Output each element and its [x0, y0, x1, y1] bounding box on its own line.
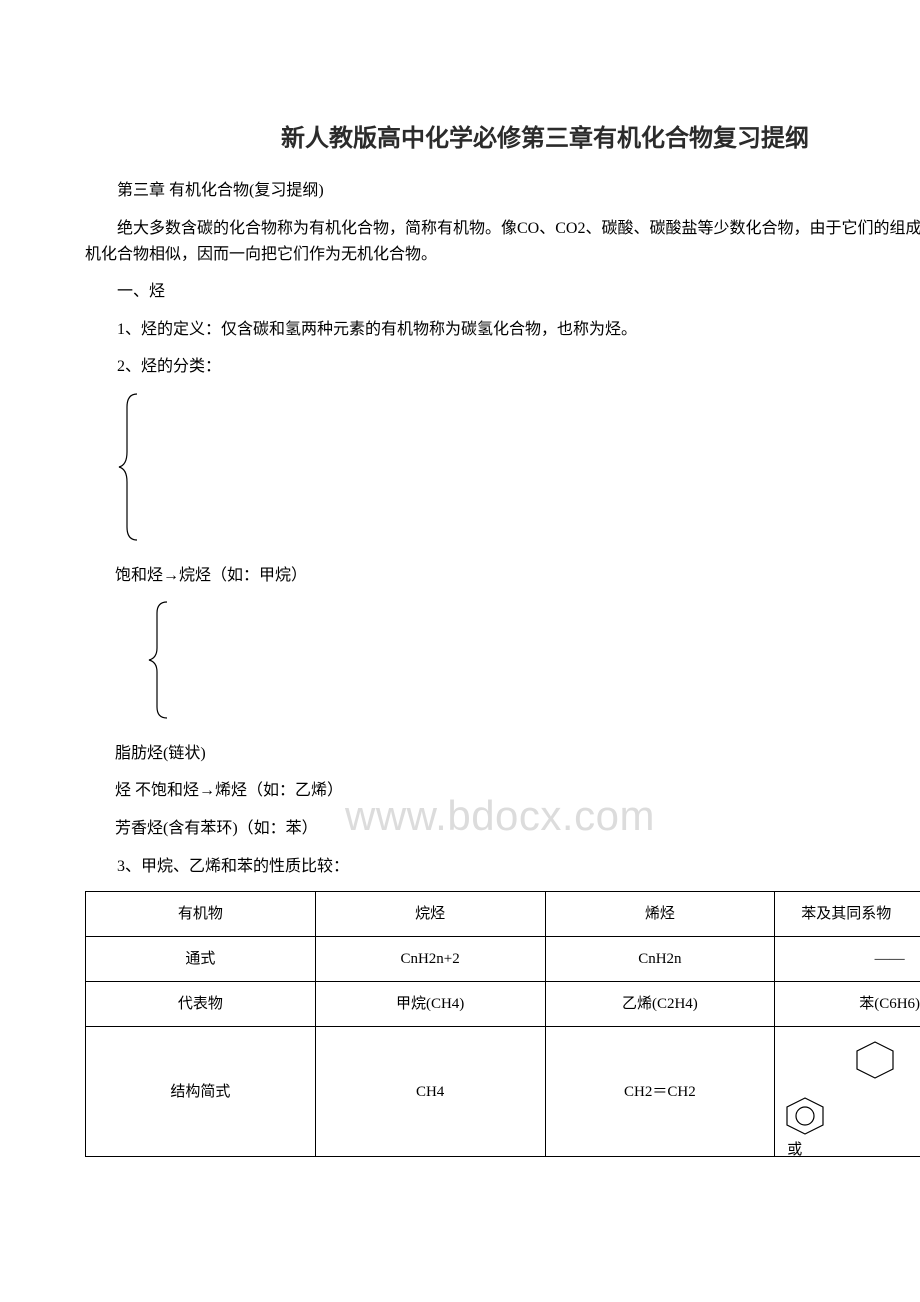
- table-cell: 乙烯(C2H4): [545, 982, 775, 1027]
- left-brace-icon: [145, 600, 175, 720]
- classification-line-3: 烃 不饱和烃→烯烃（如：乙烯）: [115, 778, 920, 804]
- table-cell: 有机物: [86, 892, 316, 937]
- intro-paragraph: 绝大多数含碳的化合物称为有机化合物，简称有机物。像CO、CO2、碳酸、碳酸盐等少…: [85, 216, 920, 267]
- properties-table: 有机物 烷烃 烯烃 苯及其同系物 通式 CnH2n+2 CnH2n —— 代表物…: [85, 891, 920, 1157]
- table-row: 结构简式 CH4 CH2＝CH2: [86, 1027, 920, 1157]
- subtitle: 第三章 有机化合物(复习提纲): [85, 178, 920, 204]
- table-cell: 苯及其同系物: [775, 892, 920, 937]
- table-cell: 通式: [86, 937, 316, 982]
- classification-line-4: 芳香烃(含有苯环)（如：苯）: [115, 816, 920, 842]
- table-row: 代表物 甲烷(CH4) 乙烯(C2H4) 苯(C6H6): [86, 982, 920, 1027]
- classification-line-1: 饱和烃→烷烃（如：甲烷）: [115, 563, 920, 589]
- table-cell: CH2＝CH2: [545, 1027, 775, 1157]
- table-cell: CnH2n+2: [315, 937, 545, 982]
- large-brace-container: [115, 392, 920, 551]
- benzene-or-label: 或: [787, 1138, 802, 1162]
- table-cell: 烷烃: [315, 892, 545, 937]
- table-row: 有机物 烷烃 烯烃 苯及其同系物: [86, 892, 920, 937]
- table-cell: 烯烃: [545, 892, 775, 937]
- left-brace-icon: [115, 392, 145, 542]
- table-cell-benzene: 或: [775, 1027, 920, 1157]
- section-1-point-1: 1、烃的定义：仅含碳和氢两种元素的有机物称为碳氢化合物，也称为烃。: [85, 317, 920, 343]
- classification-line-2: 脂肪烃(链状): [115, 741, 920, 767]
- small-brace-container: [145, 600, 920, 729]
- section-1-point-3: 3、甲烷、乙烯和苯的性质比较：: [85, 854, 920, 880]
- section-1-point-2: 2、烃的分类：: [85, 354, 920, 380]
- table-cell: 代表物: [86, 982, 316, 1027]
- page-title: 新人教版高中化学必修第三章有机化合物复习提纲: [85, 120, 920, 158]
- benzene-ring-icon: [783, 1096, 827, 1144]
- table-cell: CH4: [315, 1027, 545, 1157]
- table-cell: 苯(C6H6): [775, 982, 920, 1027]
- section-1-heading: 一、烃: [85, 279, 920, 305]
- table-cell: 甲烷(CH4): [315, 982, 545, 1027]
- table-cell: 结构简式: [86, 1027, 316, 1157]
- table-row: 通式 CnH2n+2 CnH2n ——: [86, 937, 920, 982]
- benzene-hexagon-icon: [853, 1040, 897, 1088]
- table-cell: ——: [775, 937, 920, 982]
- table-cell: CnH2n: [545, 937, 775, 982]
